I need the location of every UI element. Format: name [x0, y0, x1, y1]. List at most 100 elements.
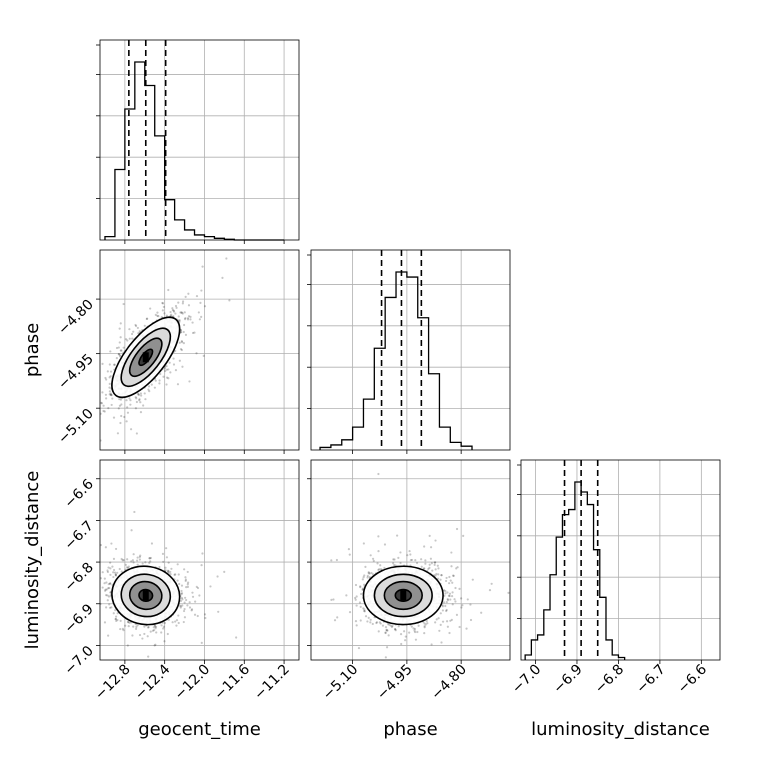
scatter-point [355, 624, 358, 627]
scatter-point [176, 563, 179, 566]
scatter-point [124, 338, 128, 341]
scatter-point [184, 578, 187, 581]
scatter-point [462, 534, 465, 537]
scatter-point [174, 312, 177, 315]
scatter-point [217, 610, 220, 613]
scatter-point [131, 337, 134, 340]
scatter-point [126, 620, 130, 624]
scatter-point [177, 573, 180, 576]
scatter-point [125, 420, 128, 423]
scatter-point [363, 583, 366, 586]
scatter-point [235, 636, 238, 639]
scatter-point [149, 630, 152, 633]
scatter-point [437, 573, 440, 576]
scatter-point [203, 305, 207, 308]
scatter-point [428, 534, 431, 537]
scatter-point [167, 377, 170, 380]
scatter-point [114, 547, 118, 551]
scatter-point [126, 411, 130, 414]
scatter-point [129, 428, 133, 431]
scatter-point [86, 388, 88, 390]
scatter-point [119, 619, 122, 622]
scatter-point [429, 546, 433, 549]
scatter-point [109, 573, 112, 576]
scatter-point [178, 582, 181, 586]
scatter-point [173, 573, 176, 576]
scatter-point [100, 412, 102, 415]
scatter-point [446, 591, 449, 594]
scatter-point [449, 598, 452, 601]
scatter-point [427, 567, 430, 571]
scatter-point [409, 559, 412, 562]
scatter-point [150, 383, 153, 386]
scatter-point [117, 352, 120, 356]
x-axis-label: luminosity_distance [531, 719, 710, 740]
scatter-point [354, 598, 357, 601]
scatter-point [114, 573, 117, 576]
scatter-point [394, 628, 397, 631]
scatter-point [180, 331, 183, 334]
scatter-point [364, 615, 368, 618]
scatter-point [454, 600, 457, 603]
scatter-point [146, 635, 149, 638]
scatter-point [196, 614, 199, 618]
scatter-point [162, 627, 165, 630]
scatter-point [507, 591, 510, 594]
scatter-point [94, 409, 96, 411]
scatter-point [370, 571, 373, 575]
scatter-point [335, 558, 338, 562]
scatter-point [125, 399, 128, 402]
scatter-point [170, 313, 173, 316]
scatter-point [183, 311, 186, 314]
scatter-point [163, 367, 167, 370]
scatter-point [141, 637, 144, 640]
scatter-point [180, 311, 183, 314]
scatter-point [367, 571, 370, 574]
scatter-point [181, 598, 184, 601]
scatter-point [137, 332, 140, 335]
scatter-point [126, 644, 129, 647]
scatter-point [385, 629, 388, 632]
scatter-point [116, 618, 119, 622]
scatter-point [107, 566, 110, 569]
axes-frame [520, 459, 721, 661]
x-axis-label: phase [383, 719, 437, 740]
scatter-point [182, 323, 186, 327]
scatter-point [394, 629, 397, 632]
scatter-point [450, 618, 453, 621]
scatter-point [120, 570, 123, 573]
scatter-point [108, 390, 111, 393]
scatter-point [119, 349, 122, 352]
scatter-point [134, 324, 138, 328]
scatter-point [179, 606, 182, 609]
scatter-point [148, 557, 151, 560]
scatter-point [455, 567, 458, 570]
x-tick-label: −11.6 [211, 661, 253, 703]
scatter-point [425, 619, 428, 623]
scatter-point [179, 348, 183, 351]
scatter-point [147, 625, 150, 629]
scatter-point [135, 400, 138, 404]
density-contours [111, 565, 181, 626]
scatter-panel-geocent_time-phase: −5.10 −4.95 −4.80 [55, 249, 300, 454]
scatter-point [381, 624, 385, 627]
scatter-point [423, 545, 426, 548]
y-tick-label: −7.0 [61, 643, 96, 678]
scatter-point [156, 311, 159, 314]
scatter-point [434, 574, 437, 577]
scatter-point [181, 300, 185, 303]
axes-frame [310, 249, 511, 451]
scatter-point [106, 594, 109, 597]
scatter-point [363, 610, 366, 613]
x-tick-label: −7.0 [509, 662, 544, 697]
y-tick-label: −6.9 [61, 601, 96, 636]
scatter-point [108, 376, 111, 379]
scatter-point [209, 585, 212, 588]
scatter-point [184, 579, 187, 582]
scatter-point [114, 609, 117, 612]
scatter-point [194, 600, 197, 603]
scatter-point [424, 623, 427, 626]
scatter-point [95, 606, 97, 608]
scatter-point [179, 605, 182, 608]
scatter-point [171, 308, 174, 312]
